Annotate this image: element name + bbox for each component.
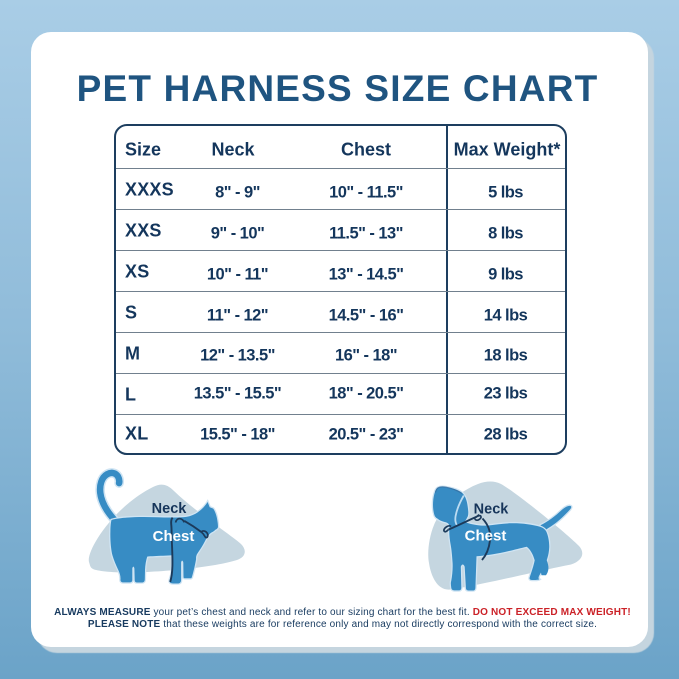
svg-text:Neck: Neck [474,502,510,518]
svg-text:Chest: Chest [153,528,195,545]
svg-text:Chest: Chest [465,528,507,545]
svg-text:Neck: Neck [152,501,188,517]
